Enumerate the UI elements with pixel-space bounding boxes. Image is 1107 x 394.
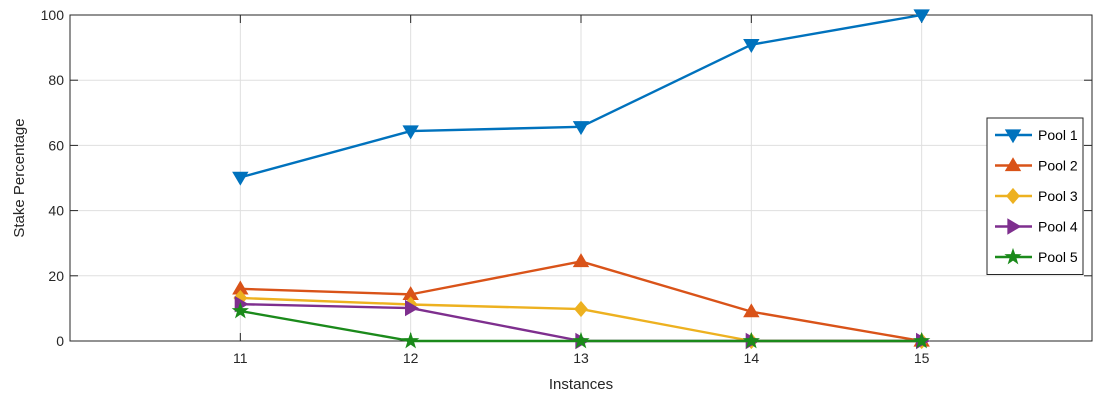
legend-label: Pool 3 bbox=[1038, 188, 1078, 204]
legend-marker bbox=[1004, 247, 1022, 265]
data-point bbox=[742, 331, 760, 349]
legend: Pool 1 Pool 2 Pool 3 Pool 4 Pool 5 bbox=[986, 117, 1084, 275]
legend-marker bbox=[1004, 129, 1022, 144]
y-tick-label: 0 bbox=[56, 333, 64, 349]
legend-label: Pool 1 bbox=[1038, 127, 1078, 143]
y-axis-title: Stake Percentage bbox=[11, 118, 28, 237]
y-tick-label: 20 bbox=[48, 268, 64, 284]
legend-item: Pool 1 bbox=[995, 127, 1078, 144]
data-point bbox=[743, 303, 760, 318]
legend-marker bbox=[1004, 157, 1022, 172]
data-point bbox=[913, 331, 931, 349]
data-point bbox=[231, 301, 249, 319]
legend-label: Pool 4 bbox=[1038, 219, 1078, 235]
data-point bbox=[572, 253, 590, 268]
data-point bbox=[572, 331, 590, 349]
x-tick-label: 12 bbox=[403, 350, 419, 366]
x-tick-label: 15 bbox=[914, 350, 930, 366]
legend-marker bbox=[1007, 218, 1022, 235]
y-tick-label: 60 bbox=[48, 137, 64, 153]
y-tick-label: 40 bbox=[48, 203, 64, 219]
y-axis: 0 20 40 60 80 100 bbox=[41, 7, 1092, 349]
data-point bbox=[405, 299, 419, 317]
data-point bbox=[402, 331, 420, 349]
legend-label: Pool 5 bbox=[1038, 249, 1078, 265]
x-tick-label: 11 bbox=[233, 350, 248, 366]
legend-marker bbox=[1006, 187, 1020, 205]
legend-item: Pool 2 bbox=[995, 157, 1078, 174]
data-point bbox=[913, 9, 930, 24]
data-point bbox=[232, 171, 249, 186]
x-axis-title: Instances bbox=[549, 376, 613, 393]
x-tick-label: 13 bbox=[573, 350, 589, 366]
legend-item: Pool 5 bbox=[995, 247, 1078, 265]
series-5 bbox=[231, 301, 931, 349]
data-point bbox=[402, 125, 419, 140]
data-point bbox=[743, 39, 760, 53]
y-tick-label: 100 bbox=[41, 7, 65, 23]
data-point bbox=[574, 300, 588, 318]
data-point bbox=[572, 121, 590, 136]
legend-item: Pool 4 bbox=[995, 218, 1078, 235]
legend-item: Pool 3 bbox=[995, 187, 1078, 205]
x-tick-label: 14 bbox=[744, 350, 760, 366]
series-layer bbox=[231, 9, 931, 350]
series-1 bbox=[232, 9, 930, 186]
legend-label: Pool 2 bbox=[1038, 158, 1078, 174]
y-tick-label: 80 bbox=[48, 72, 64, 88]
